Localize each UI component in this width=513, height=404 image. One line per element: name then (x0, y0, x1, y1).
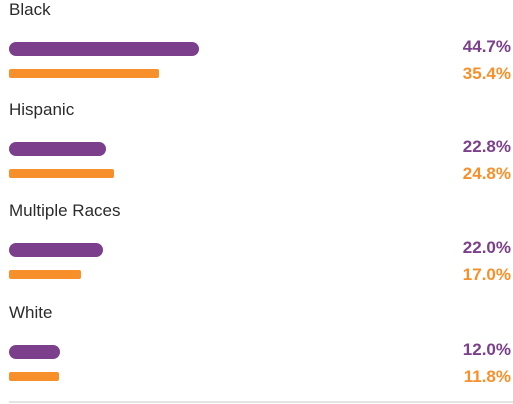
value-label-purple: 12.0% (462, 340, 511, 359)
category-group: Multiple Races 22.0% 17.0% (0, 201, 513, 284)
bar-orange (9, 169, 115, 178)
bar-purple (9, 142, 106, 156)
category-label: Multiple Races (9, 201, 121, 220)
category-group: White 12.0% 11.8% (0, 303, 513, 386)
chart-baseline (9, 401, 513, 403)
value-label-purple: 22.8% (462, 137, 511, 156)
value-label-orange: 35.4% (462, 64, 511, 83)
value-label-purple: 22.0% (462, 238, 511, 257)
bar-purple (9, 243, 103, 257)
category-group: Black 44.7% 35.4% (0, 0, 513, 83)
bar-orange (9, 69, 160, 78)
value-label-orange: 24.8% (462, 164, 511, 183)
value-label-orange: 11.8% (463, 367, 511, 386)
value-label-purple: 44.7% (462, 37, 511, 56)
bar-orange (9, 270, 82, 279)
category-label: Hispanic (9, 100, 75, 119)
category-group: Hispanic 22.8% 24.8% (0, 100, 513, 183)
bar-purple (9, 345, 60, 359)
bar-orange (9, 372, 60, 381)
value-label-orange: 17.0% (462, 265, 511, 284)
category-label: White (9, 303, 53, 322)
category-label: Black (9, 0, 51, 19)
bar-purple (9, 42, 199, 56)
